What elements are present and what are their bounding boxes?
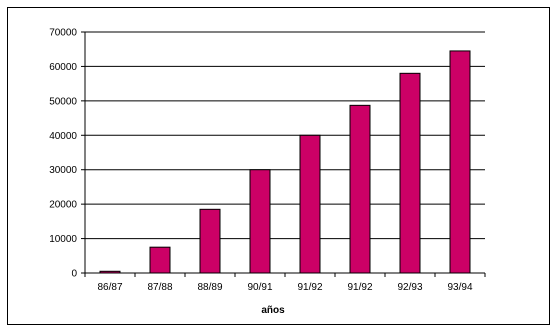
- gridlines: [85, 31, 485, 240]
- bars: [99, 50, 471, 274]
- x-tick-label: 88/89: [197, 282, 222, 293]
- x-tick-label: 92/93: [397, 282, 422, 293]
- bar: [399, 72, 421, 274]
- y-tick-label: 30000: [49, 165, 77, 176]
- x-tick-label: 90/91: [247, 282, 272, 293]
- bar: [349, 104, 371, 274]
- y-tick-label: 70000: [49, 28, 77, 39]
- bar: [149, 246, 171, 274]
- x-axis-ticks: 86/87 87/88 88/89 90/91 91/92 91/92 92/93 93/94: [84, 273, 486, 293]
- x-tick-label: 93/94: [447, 282, 472, 293]
- x-tick-label: 91/92: [297, 282, 322, 293]
- axes: [84, 32, 485, 274]
- y-tick-label: 10000: [49, 234, 77, 245]
- x-tick-label: 86/87: [97, 282, 122, 293]
- y-tick-label: 20000: [49, 200, 77, 211]
- x-tick-label: 91/92: [347, 282, 372, 293]
- x-axis-title: años: [261, 305, 285, 316]
- bar: [299, 134, 321, 274]
- bar: [249, 169, 271, 274]
- y-tick-label: 50000: [49, 96, 77, 107]
- x-tick-label: 87/88: [147, 282, 172, 293]
- bar: [449, 50, 471, 274]
- y-tick-label: 60000: [49, 62, 77, 73]
- y-axis-ticks: 0 10000 20000 30000 40000 50000 60000 70000: [49, 28, 85, 280]
- y-tick-label: 0: [71, 269, 77, 280]
- y-tick-label: 40000: [49, 131, 77, 142]
- bar: [199, 208, 221, 274]
